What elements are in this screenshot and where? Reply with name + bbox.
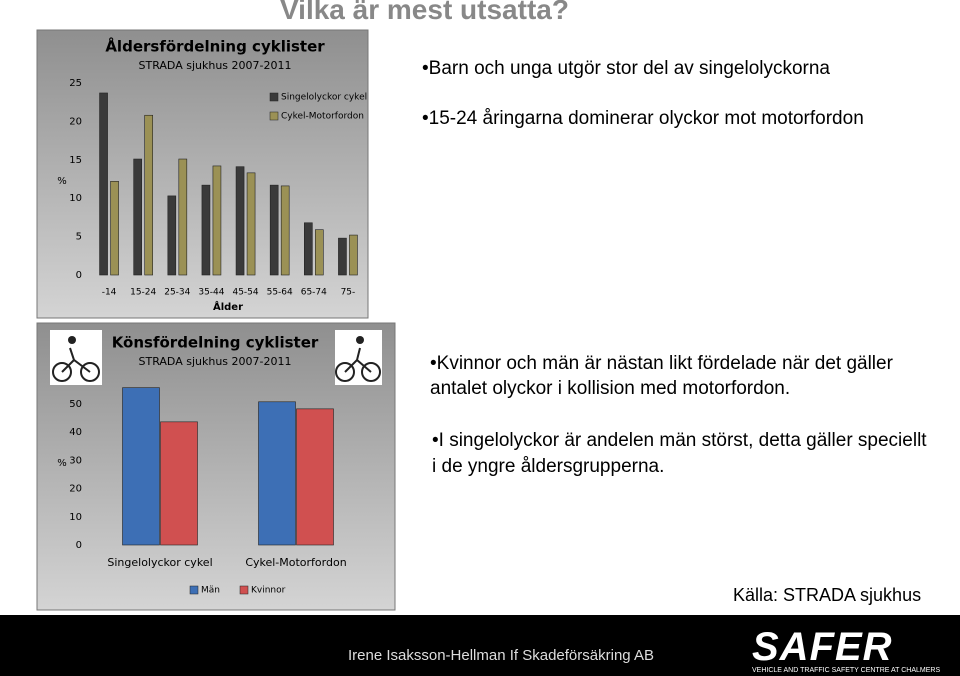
chart-title: Könsfördelning cyklister	[112, 334, 319, 352]
y-tick-label: 15	[69, 155, 82, 166]
y-axis-label: %	[57, 458, 67, 469]
source: Källa: STRADA sjukhus	[733, 585, 922, 605]
y-tick-label: 0	[76, 270, 82, 281]
x-tick-label: 35-44	[198, 288, 224, 298]
bar	[144, 114, 153, 276]
chart-subtitle: STRADA sjukhus 2007-2011	[139, 355, 292, 368]
y-tick-label: 20	[69, 484, 82, 495]
bar	[201, 184, 211, 276]
y-axis-label: %	[57, 176, 67, 187]
bar	[349, 234, 358, 276]
legend-swatch	[239, 585, 249, 595]
legend-label: Kvinnor	[251, 586, 286, 596]
bar	[178, 158, 188, 276]
slide-title: Vilka är mest utsatta?	[280, 0, 569, 25]
bar	[110, 181, 119, 276]
legend-swatch	[189, 585, 199, 595]
bar	[304, 222, 313, 276]
logo-tagline: VEHICLE AND TRAFFIC SAFETY CENTRE AT CHA…	[752, 667, 941, 674]
legend-label: Män	[201, 586, 220, 596]
bullet: Kvinnor och män är nästan likt fördelade…	[430, 351, 955, 401]
bar	[338, 237, 347, 276]
x-tick-label: 55-64	[267, 288, 293, 298]
bullet: 15-24 åringarna dominerar olyckor mot mo…	[422, 108, 864, 130]
bar	[246, 172, 256, 276]
x-tick-label: 15-24	[130, 288, 156, 298]
y-tick-label: 10	[69, 512, 82, 523]
legend-label: Cykel-Motorfordon	[281, 112, 364, 122]
logo: SAFER	[752, 625, 893, 669]
x-tick-label: 75-	[341, 288, 356, 298]
cyclist-icon	[50, 330, 102, 385]
y-tick-label: 5	[76, 232, 82, 243]
x-tick-label: 65-74	[301, 288, 327, 298]
x-tick-label: 25-34	[164, 288, 190, 298]
y-tick-label: 10	[69, 193, 82, 204]
legend-swatch	[269, 92, 279, 102]
x-tick-label: Cykel-Motorfordon	[245, 556, 346, 569]
bar	[280, 185, 290, 276]
chart-title: Åldersfördelning cyklister	[105, 37, 325, 56]
bullet-text: 15-24 åringarna dominerar olyckor mot mo…	[428, 108, 864, 129]
x-tick-label: 45-54	[232, 288, 258, 298]
bullet-text: Barn och unga utgör stor del av singelol…	[428, 58, 831, 79]
x-tick-label: -14	[102, 288, 117, 298]
bar	[167, 195, 177, 276]
bar	[235, 166, 245, 276]
y-tick-label: 50	[69, 399, 82, 410]
bullet: Barn och unga utgör stor del av singelol…	[422, 58, 830, 80]
legend-swatch	[269, 111, 279, 121]
footer-band	[0, 615, 960, 676]
bar	[99, 92, 108, 276]
cyclist-icon	[335, 330, 382, 385]
bar	[160, 421, 198, 546]
footer-text: Irene Isaksson-Hellman If Skadeförsäkrin…	[348, 647, 654, 664]
bullet-text: I singelolyckor är andelen män störst, d…	[432, 430, 927, 477]
bullet: I singelolyckor är andelen män störst, d…	[432, 428, 932, 480]
y-tick-label: 0	[76, 540, 82, 551]
y-tick-label: 20	[69, 116, 82, 127]
bar	[269, 184, 279, 276]
y-tick-label: 25	[69, 78, 82, 89]
legend-label: Singelolyckor cykel	[281, 93, 367, 103]
bar	[122, 387, 160, 546]
bar	[133, 158, 142, 276]
bar	[258, 401, 296, 546]
x-tick-label: Singelolyckor cykel	[107, 556, 212, 569]
bar	[296, 408, 334, 546]
chart-subtitle: STRADA sjukhus 2007-2011	[139, 59, 292, 72]
y-tick-label: 40	[69, 427, 82, 438]
bar	[212, 165, 222, 276]
x-axis-label: Ålder	[213, 300, 243, 313]
bullet-text: Kvinnor och män är nästan likt fördelade…	[430, 353, 893, 399]
bar	[315, 229, 324, 276]
y-tick-label: 30	[69, 455, 82, 466]
